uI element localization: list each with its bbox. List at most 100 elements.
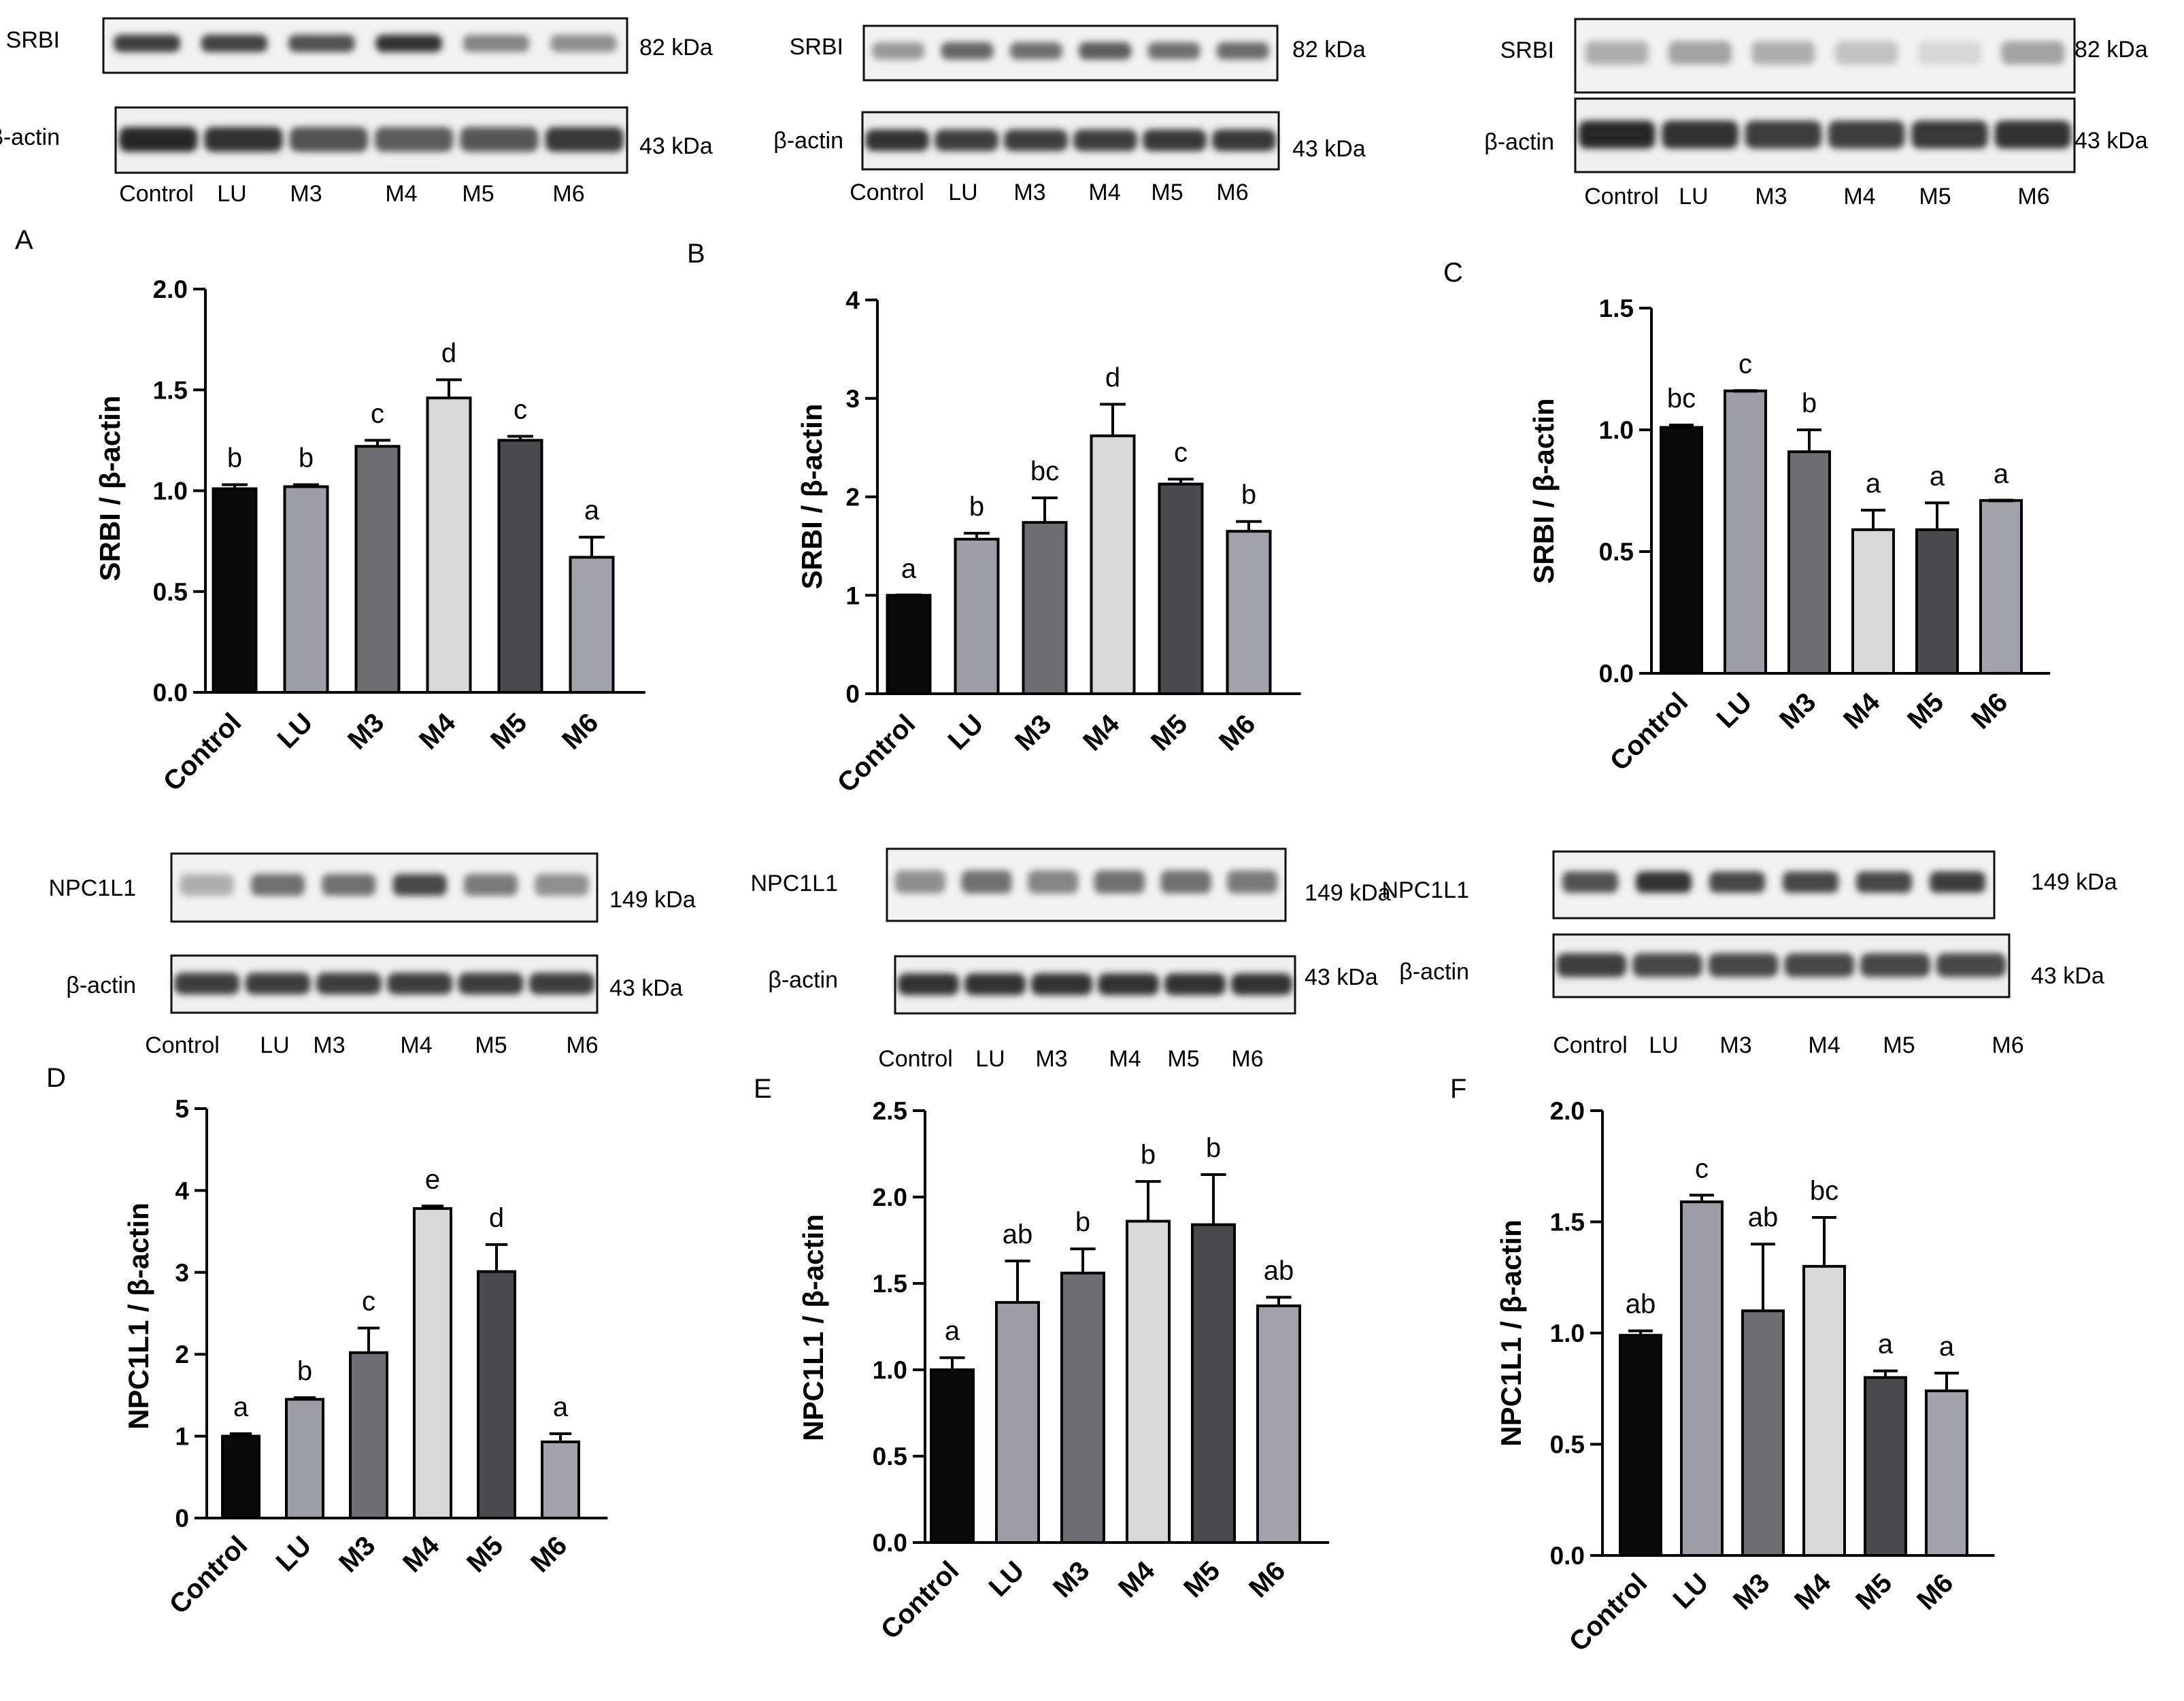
blot-control-band <box>528 973 594 995</box>
significance-letter: b <box>969 492 984 522</box>
blot-target-band <box>894 870 945 894</box>
significance-letter: d <box>489 1203 504 1233</box>
blot-control-band <box>1632 953 1702 977</box>
blot-target-band <box>872 42 925 60</box>
blot-control-band <box>245 973 311 995</box>
blot-target-label: NPC1L1 <box>750 871 838 896</box>
significance-letter: e <box>425 1164 440 1194</box>
significance-letter: c <box>1738 350 1752 380</box>
bar <box>1660 426 1703 675</box>
significance-letter: b <box>1802 388 1817 418</box>
y-tick-label: 3 <box>845 385 860 413</box>
blot-control-kda: 43 kDa <box>1292 136 1366 162</box>
bar <box>886 594 932 695</box>
bar <box>995 1300 1040 1544</box>
blot-lane-label: M3 <box>1719 1032 1751 1058</box>
x-category-label: Control <box>832 709 922 798</box>
blot-control-membrane <box>861 111 1280 171</box>
blot-lane-label: M6 <box>1992 1032 2023 1058</box>
bar <box>212 487 258 694</box>
x-category-label: M4 <box>414 707 462 756</box>
y-axis-label: NPC1L1 / β-actin <box>797 1214 829 1441</box>
significance-letter: c <box>371 399 384 428</box>
blot-target-band <box>114 35 180 52</box>
bar-chart-E: E 0.0 0.5 1.0 1.5 2.0 2.5 NPC1L1 / β-actin a Cont… <box>754 1074 1330 1645</box>
bar <box>1126 1219 1171 1545</box>
panel-letter: F <box>1450 1074 1466 1104</box>
blot-control-band <box>964 973 1026 996</box>
blot-lane-label: M5 <box>1151 180 1183 205</box>
blot-lane-label: M3 <box>1755 184 1787 209</box>
blot-control-label: β-actin <box>1484 129 1554 155</box>
bar <box>1060 1271 1105 1544</box>
blot-control-band <box>1030 973 1093 996</box>
y-axis-label: SRBI / β-actin <box>796 404 828 590</box>
y-tick-label: 4 <box>175 1177 189 1205</box>
bar <box>1787 450 1831 675</box>
blot-target-membrane <box>1552 850 1996 920</box>
western-blot-3: SRBI 82 kDa β-actin 43 kDa Control LU M3 M4 M5 M6 <box>1484 18 2148 209</box>
blot-target-membrane <box>862 24 1279 82</box>
blot-lane-label: Control <box>119 181 194 207</box>
blot-control-label: β-actin <box>773 128 843 154</box>
panel-letter: B <box>687 239 705 269</box>
bar-chart-F: F 0.0 0.5 1.0 1.5 2.0 NPC1L1 / β-actin ab Contro… <box>1450 1074 1995 1657</box>
significance-letter: ab <box>1748 1202 1779 1232</box>
x-category-label: M4 <box>1838 687 1886 735</box>
x-category-label: M6 <box>1213 709 1261 756</box>
bar <box>541 1441 580 1520</box>
blot-control-band <box>1578 120 1656 149</box>
significance-letter: ab <box>1626 1290 1656 1319</box>
blot-target-band <box>180 874 234 896</box>
y-axis-label: NPC1L1 / β-actin <box>1495 1219 1527 1447</box>
blot-control-band <box>1556 953 1627 977</box>
bar <box>413 1207 452 1519</box>
bar <box>1925 1390 1968 1557</box>
blot-target-membrane <box>886 847 1287 922</box>
blot-target-band <box>250 874 305 896</box>
bar <box>497 439 543 694</box>
y-tick-label: 2.5 <box>873 1097 907 1125</box>
y-tick-label: 1.0 <box>153 477 188 505</box>
panel-letter: C <box>1443 258 1463 288</box>
blot-control-band <box>174 973 240 995</box>
blot-control-band <box>1994 120 2072 149</box>
significance-letter: b <box>1075 1207 1090 1237</box>
significance-letter: a <box>1939 1332 1955 1362</box>
blot-target-band <box>1160 870 1211 894</box>
blot-lane-label: M4 <box>1808 1032 1840 1058</box>
western-blot-4: NPC1L1 149 kDa β-actin 43 kDa Control LU M3 M4 M… <box>48 852 696 1058</box>
blot-control-band <box>1212 129 1276 152</box>
blot-control-kda: 43 kDa <box>639 133 713 159</box>
blot-target-label: NPC1L1 <box>48 875 136 901</box>
y-tick-label: 1 <box>175 1423 189 1451</box>
x-category-label: M3 <box>1047 1555 1095 1603</box>
bar <box>1256 1304 1301 1545</box>
bar <box>1864 1376 1907 1557</box>
x-category-label: Control <box>158 707 248 797</box>
blot-target-band <box>392 874 447 896</box>
blot-control-band <box>458 973 524 995</box>
x-category-label: M4 <box>1077 709 1126 757</box>
x-category-label: M6 <box>1243 1555 1291 1603</box>
blot-control-band <box>1745 120 1822 149</box>
bar-chart-B: B 0 1 2 3 4 SRBI / β-actin a Control b LU bc M3 d M4 c M… <box>687 239 1301 798</box>
y-tick-label: 2 <box>175 1341 189 1368</box>
blot-lane-label: LU <box>217 181 246 207</box>
blot-lane-label: Control <box>1584 184 1659 209</box>
blot-control-band <box>1860 953 1930 977</box>
y-axis-label: SRBI / β-actin <box>94 396 126 582</box>
blot-target-band <box>322 874 376 896</box>
y-tick-label: 0.0 <box>153 679 188 707</box>
blot-lane-label: Control <box>878 1046 953 1072</box>
blot-control-band <box>1708 953 1779 977</box>
significance-letter: b <box>1241 480 1256 510</box>
blot-target-kda: 82 kDa <box>2074 37 2148 63</box>
significance-letter: a <box>584 496 600 526</box>
blot-lane-label: LU <box>1649 1032 1678 1058</box>
y-tick-label: 0.5 <box>1550 1431 1585 1459</box>
blot-control-label: β-actin <box>66 973 136 998</box>
blot-target-kda: 82 kDa <box>639 35 713 61</box>
blot-control-band <box>1662 120 1738 149</box>
x-category-label: Control <box>164 1530 254 1620</box>
